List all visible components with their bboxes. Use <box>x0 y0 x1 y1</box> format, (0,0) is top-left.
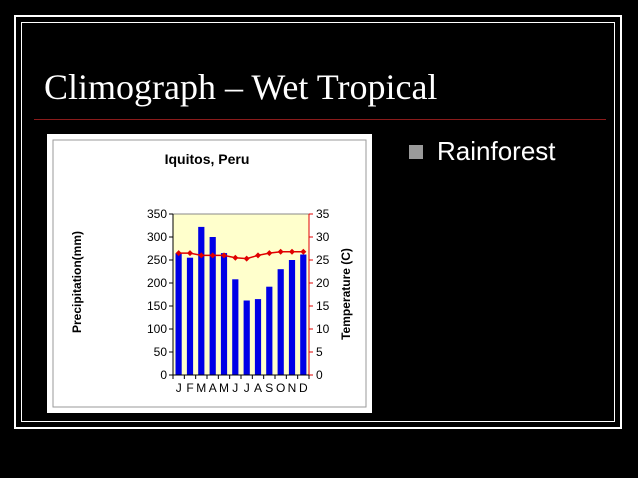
y2-tick-label: 0 <box>316 368 323 382</box>
temperature-marker <box>243 255 250 262</box>
temperature-marker <box>198 252 205 259</box>
y-tick-label: 300 <box>147 230 167 244</box>
x-tick-label: O <box>276 381 285 395</box>
y-axis-label: Precipitation(mm) <box>70 231 84 333</box>
y-tick-label: 200 <box>147 276 167 290</box>
temperature-marker <box>277 248 284 255</box>
precipitation-bar <box>266 286 273 375</box>
precipitation-bar <box>220 253 228 375</box>
temperature-marker <box>232 254 239 261</box>
y2-tick-label: 5 <box>316 345 323 359</box>
y-tick-label: 150 <box>147 299 167 313</box>
chart-border <box>52 139 367 408</box>
precipitation-bar <box>243 300 250 375</box>
temperature-marker <box>255 252 261 259</box>
temperature-marker <box>266 250 273 257</box>
y-tick-label: 250 <box>147 253 167 267</box>
y-tick-label: 50 <box>154 345 168 359</box>
x-tick-label: N <box>288 381 297 395</box>
y2-tick-label: 15 <box>316 299 330 313</box>
slide-frame-outer <box>14 15 622 429</box>
precipitation-bar <box>175 253 182 375</box>
x-tick-label: M <box>196 381 206 395</box>
y2-axis-label: Temperature (C) <box>339 248 353 340</box>
y2-tick-label: 25 <box>316 253 330 267</box>
slide-frame-inner <box>21 22 615 422</box>
precipitation-bar <box>288 260 296 375</box>
temperature-marker <box>175 250 182 257</box>
x-tick-label: J <box>244 381 250 395</box>
x-tick-label: F <box>186 381 193 395</box>
precipitation-bar <box>232 279 239 375</box>
x-tick-label: M <box>219 381 229 395</box>
precipitation-bar <box>186 257 194 375</box>
x-tick-label: A <box>254 381 262 395</box>
temperature-marker <box>289 248 295 255</box>
y2-tick-label: 35 <box>316 207 330 221</box>
title-divider <box>34 119 606 120</box>
y-tick-label: 350 <box>147 207 167 221</box>
bullet-item: Rainforest <box>409 136 556 167</box>
y2-tick-label: 10 <box>316 322 330 336</box>
square-bullet-icon <box>409 144 423 159</box>
slide-title: Climograph – Wet Tropical <box>44 67 438 107</box>
x-tick-label: D <box>299 381 308 395</box>
bullet-text: Rainforest <box>437 136 556 166</box>
precipitation-bar <box>209 237 216 375</box>
chart-svg: Iquitos, Peru Precipitation(mm) Temperat… <box>52 139 367 408</box>
temperature-marker <box>300 248 307 255</box>
precipitation-bar <box>300 254 307 375</box>
temperature-marker <box>209 252 216 259</box>
x-tick-label: S <box>265 381 273 395</box>
precipitation-bar <box>277 269 284 375</box>
climograph-chart: Iquitos, Peru Precipitation(mm) Temperat… <box>47 134 372 413</box>
precipitation-bar <box>254 299 262 375</box>
y-tick-label: 0 <box>160 368 167 382</box>
temperature-marker <box>187 250 193 257</box>
y-tick-label: 100 <box>147 322 167 336</box>
y2-tick-label: 30 <box>316 230 330 244</box>
temperature-marker <box>221 252 227 259</box>
y2-tick-label: 20 <box>316 276 330 290</box>
chart-title: Iquitos, Peru <box>165 151 250 167</box>
x-tick-label: J <box>232 381 238 395</box>
x-tick-label: A <box>209 381 217 395</box>
precipitation-bar <box>198 226 205 375</box>
plot-background <box>172 213 310 376</box>
x-tick-label: J <box>176 381 182 395</box>
